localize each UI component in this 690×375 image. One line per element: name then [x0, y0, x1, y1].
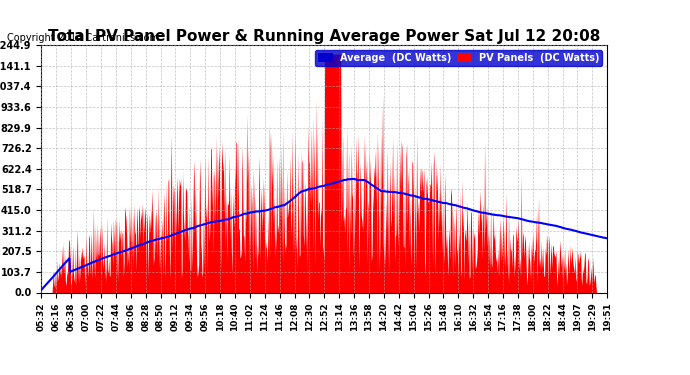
Legend: Average  (DC Watts), PV Panels  (DC Watts): Average (DC Watts), PV Panels (DC Watts) [315, 50, 602, 66]
Text: Copyright 2014 Cartronics.com: Copyright 2014 Cartronics.com [7, 33, 159, 43]
Title: Total PV Panel Power & Running Average Power Sat Jul 12 20:08: Total PV Panel Power & Running Average P… [48, 29, 600, 44]
